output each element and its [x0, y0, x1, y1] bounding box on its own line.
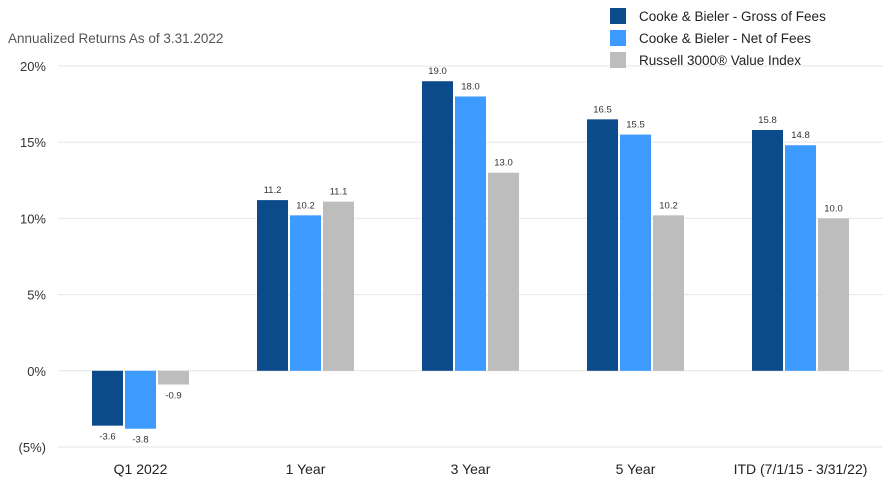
x-tick-label: Q1 2022	[114, 461, 168, 477]
x-axis: Q1 2022 1 Year 3 Year 5 Year ITD (7/1/15 - 3…	[114, 461, 868, 477]
bar	[488, 172, 519, 371]
data-label: 10.2	[659, 200, 678, 211]
legend-label: Cooke & Bieler - Gross of Fees	[639, 9, 826, 24]
bar	[653, 215, 684, 371]
data-label: 16.5	[593, 104, 612, 115]
bar	[257, 200, 288, 371]
data-label: -3.6	[99, 432, 115, 443]
legend: Cooke & Bieler - Gross of Fees Cooke & Bi…	[610, 8, 826, 68]
legend-label: Russell 3000® Value Index	[639, 53, 801, 68]
y-tick-label: 15%	[20, 135, 46, 150]
bar	[587, 119, 618, 371]
bar	[785, 145, 816, 371]
bar	[92, 370, 123, 426]
bars	[92, 81, 849, 429]
bar	[290, 215, 321, 371]
data-label: 15.8	[758, 115, 777, 126]
data-label: -0.9	[165, 391, 181, 402]
x-tick-label: 3 Year	[451, 461, 491, 477]
y-tick-label: (5%)	[19, 440, 46, 455]
bar	[752, 130, 783, 371]
y-tick-label: 0%	[27, 364, 46, 379]
data-label: -3.8	[132, 435, 148, 446]
legend-swatch	[610, 52, 626, 68]
bar	[620, 134, 651, 371]
y-axis: (5%) 0% 5% 10% 15% 20%	[19, 59, 47, 455]
legend-swatch	[610, 30, 626, 46]
data-label: 10.0	[824, 203, 843, 214]
data-label: 18.0	[461, 81, 480, 92]
y-tick-label: 20%	[20, 59, 46, 74]
data-label: 11.2	[264, 185, 282, 196]
x-tick-label: 1 Year	[286, 461, 326, 477]
bar	[158, 370, 189, 385]
data-label: 11.1	[330, 187, 348, 198]
bar	[422, 81, 453, 371]
data-label: 15.5	[626, 120, 645, 131]
bar	[455, 96, 486, 371]
legend-swatch	[610, 8, 626, 24]
x-tick-label: 5 Year	[616, 461, 656, 477]
data-label: 10.2	[296, 200, 315, 211]
y-tick-label: 5%	[27, 288, 46, 303]
y-tick-label: 10%	[20, 211, 46, 226]
x-tick-label: ITD (7/1/15 - 3/31/22)	[734, 461, 868, 477]
chart-subtitle: Annualized Returns As of 3.31.2022	[8, 31, 223, 46]
bar	[323, 201, 354, 371]
bar	[125, 370, 156, 429]
data-label: 13.0	[494, 158, 513, 169]
data-label: 14.8	[791, 130, 810, 141]
bar	[818, 218, 849, 371]
data-label: 19.0	[428, 66, 447, 77]
legend-label: Cooke & Bieler - Net of Fees	[639, 31, 811, 46]
data-labels: -3.6 -3.8 -0.9 11.2 10.2 11.1 19.0 18.0 13.0 16.5…	[99, 66, 842, 445]
